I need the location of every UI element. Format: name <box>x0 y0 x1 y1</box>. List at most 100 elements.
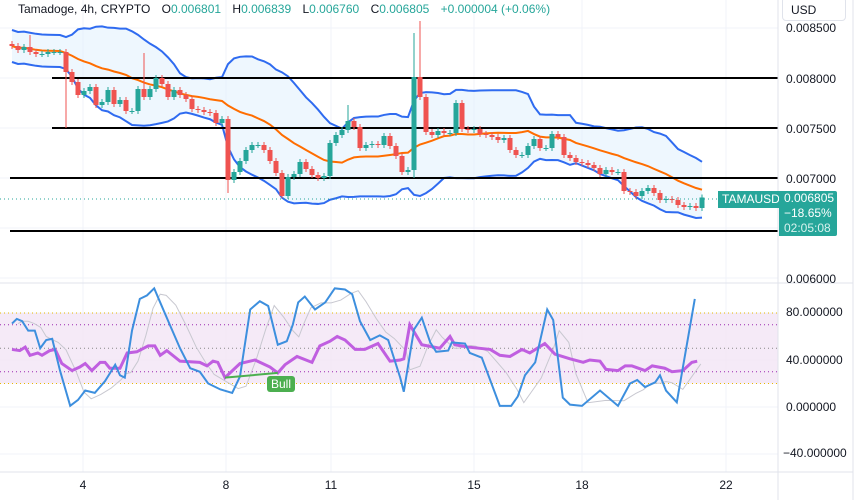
candle-body <box>111 90 117 104</box>
candle-body <box>405 170 411 172</box>
candle-body <box>429 132 435 135</box>
candle-body <box>417 77 423 97</box>
candle-body <box>387 136 393 146</box>
candle-body <box>315 175 321 178</box>
candle-body <box>357 127 363 148</box>
candle-body <box>243 150 249 161</box>
candle-body <box>459 103 465 129</box>
candle-body <box>117 100 123 104</box>
candle-body <box>273 161 279 173</box>
candle-body <box>471 129 477 130</box>
candle-body <box>441 131 447 133</box>
candle-body <box>645 188 651 191</box>
candle-body <box>345 121 351 130</box>
candle-body <box>45 52 51 54</box>
candle-body <box>621 172 627 191</box>
price-tick: 0.007500 <box>786 122 837 136</box>
oscillator-pane <box>0 286 778 408</box>
candle-body <box>27 47 33 52</box>
candle-body <box>699 197 705 208</box>
candle-body <box>153 78 159 89</box>
candle-body <box>525 146 531 155</box>
candle-body <box>207 112 213 113</box>
candle-body <box>177 90 183 95</box>
candle-body <box>93 87 99 105</box>
last-price-label: 0.006805 −18.65% 02:05:08 <box>779 191 837 236</box>
osc-tick: 40.000000 <box>786 353 843 367</box>
candle-body <box>489 135 495 137</box>
candle-body <box>75 82 81 95</box>
candle-body <box>213 113 219 123</box>
bullish-divergence-line <box>224 371 278 379</box>
candle-body <box>321 176 327 178</box>
candle-body <box>651 188 657 193</box>
candle-body <box>351 121 357 127</box>
candle-body <box>189 99 195 109</box>
candle-body <box>219 119 225 123</box>
rsi-line <box>11 320 698 381</box>
candle-body <box>267 150 273 161</box>
candle-body <box>573 158 579 162</box>
candle-body <box>603 170 609 174</box>
candle-body <box>531 139 537 146</box>
candle-body <box>663 199 669 200</box>
symbol-title[interactable]: Tamadoge, 4h, CRYPTO <box>18 2 151 16</box>
candle-body <box>585 163 591 165</box>
candle-body <box>501 138 507 140</box>
candle-body <box>183 95 189 99</box>
close-label: C <box>370 2 380 16</box>
candle-body <box>225 119 231 180</box>
candle-body <box>105 90 111 102</box>
candle-body <box>465 129 471 130</box>
candle-body <box>33 52 39 54</box>
high-label: H <box>232 2 242 16</box>
candle-body <box>393 146 399 156</box>
candle-body <box>567 155 573 158</box>
candle-body <box>399 156 405 172</box>
time-tick: 22 <box>719 478 733 492</box>
last-price: 0.006805 <box>784 191 835 205</box>
candle-body <box>201 110 207 112</box>
candle-body <box>363 145 369 148</box>
bull-signal-label: Bull <box>267 376 296 392</box>
candle-body <box>555 134 561 137</box>
symbol-tag: TAMAUSD <box>718 191 784 208</box>
candle-body <box>81 91 87 95</box>
bollinger-bands <box>11 25 703 219</box>
candle-body <box>369 144 375 145</box>
candle-body <box>411 77 417 170</box>
lower-band-line <box>11 61 703 219</box>
candle-body <box>333 135 339 143</box>
candle-body <box>675 200 681 205</box>
candle-body <box>255 145 261 146</box>
last-change: −18.65% <box>784 206 832 220</box>
candles <box>9 21 705 211</box>
osc-tick: 0.000000 <box>786 400 837 414</box>
candle-body <box>693 206 699 208</box>
symbol-legend: Tamadoge, 4h, CRYPTO O0.006801 H0.006839… <box>18 2 550 16</box>
candle-body <box>141 89 147 97</box>
candle-body <box>69 72 75 82</box>
candle-body <box>237 161 243 172</box>
candle-body <box>339 130 345 135</box>
high-value: 0.006839 <box>241 2 292 16</box>
candle-body <box>543 148 549 149</box>
candle-body <box>423 97 429 132</box>
candle-body <box>63 52 69 72</box>
candle-body <box>99 102 105 105</box>
candle-body <box>657 193 663 200</box>
candle-body <box>435 131 441 135</box>
candle-body <box>123 100 129 111</box>
candle-body <box>507 138 513 150</box>
candle-body <box>303 162 309 169</box>
candle-body <box>561 137 567 155</box>
candle-body <box>591 165 597 168</box>
candle-body <box>129 111 135 112</box>
candle-body <box>579 162 585 163</box>
candle-body <box>309 169 315 175</box>
time-tick: 15 <box>467 478 481 492</box>
candle-body <box>291 174 297 177</box>
currency-button[interactable]: USD <box>782 0 846 21</box>
candle-body <box>87 87 93 91</box>
